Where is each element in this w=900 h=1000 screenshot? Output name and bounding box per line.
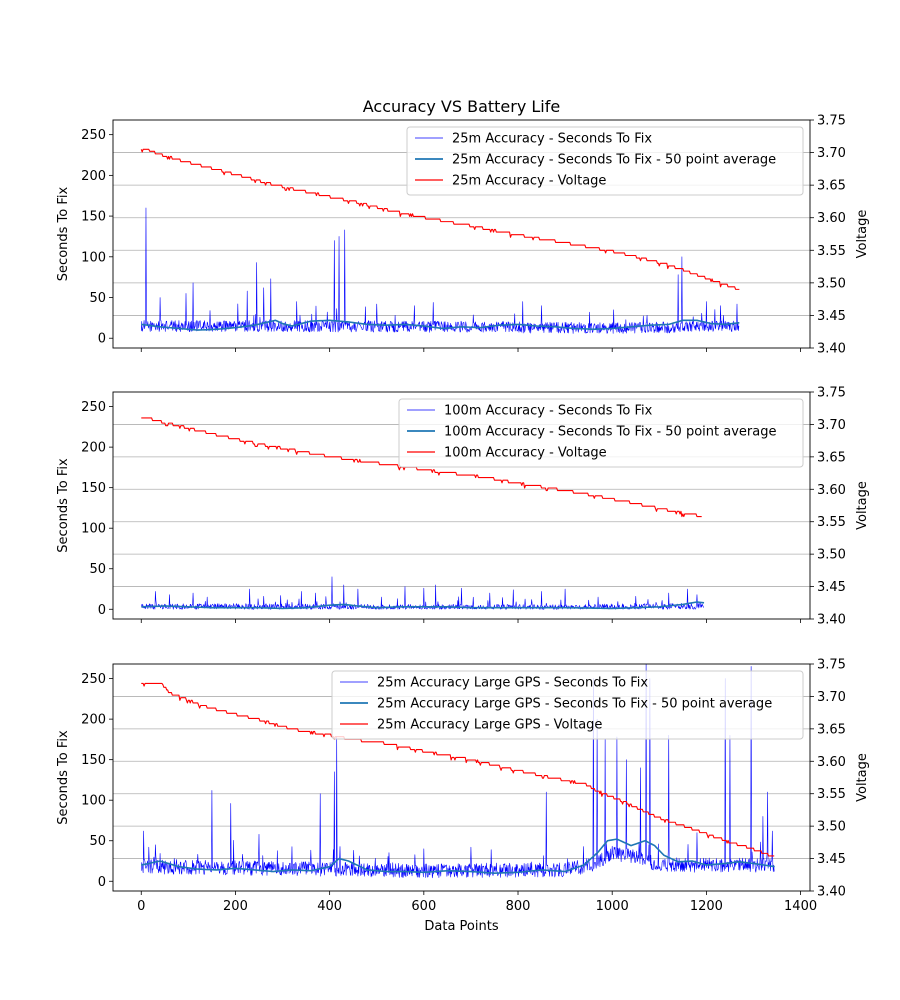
left-axis-label: Seconds To Fix (56, 730, 71, 825)
left-tick-label: 0 (98, 875, 106, 890)
right-tick-label: 3.65 (817, 450, 846, 465)
right-tick-label: 3.65 (817, 722, 846, 737)
left-tick-label: 50 (89, 834, 106, 849)
x-tick-label: 200 (223, 899, 248, 914)
legend-label: 25m Accuracy - Seconds To Fix - 50 point… (452, 153, 776, 168)
left-tick-label: 50 (89, 562, 106, 577)
left-tick-label: 0 (98, 603, 106, 618)
right-tick-label: 3.45 (817, 852, 846, 867)
left-tick-label: 150 (81, 210, 106, 225)
left-tick-label: 200 (81, 713, 106, 728)
right-tick-label: 3.65 (817, 179, 846, 194)
series-group (140, 148, 740, 334)
right-tick-label: 3.55 (817, 787, 846, 802)
legend: 100m Accuracy - Seconds To Fix 100m Accur… (398, 398, 804, 468)
panel-frame (112, 663, 811, 892)
series-average-line (141, 319, 740, 331)
legend-label: 100m Accuracy - Voltage (444, 446, 607, 461)
x-tick-label: 800 (506, 899, 531, 914)
legend-label: 25m Accuracy - Seconds To Fix (452, 132, 652, 147)
left-tick-label: 100 (81, 794, 106, 809)
left-tick-label: 150 (81, 753, 106, 768)
right-tick-label: 3.50 (817, 820, 846, 835)
legend: 25m Accuracy Large GPS - Seconds To Fix 2… (331, 670, 804, 740)
right-tick-label: 3.60 (817, 755, 846, 770)
right-tick-label: 3.60 (817, 483, 846, 498)
legend-label: 25m Accuracy Large GPS - Seconds To Fix … (377, 697, 772, 712)
right-tick-label: 3.60 (817, 211, 846, 226)
right-tick-label: 3.70 (817, 418, 846, 433)
panel-3: 0 200 400 600 800 1000 1200 1400 0 50 100 150 200 250… (56, 658, 870, 915)
panel-frame (112, 119, 811, 349)
series-group (140, 417, 705, 610)
legend-box (331, 670, 804, 740)
right-tick-label: 3.75 (817, 114, 846, 129)
right-axis-label: Voltage (855, 753, 870, 802)
right-axis-label: Voltage (855, 481, 870, 530)
right-tick-label: 3.45 (817, 580, 846, 595)
legend-box (406, 126, 804, 196)
left-tick-label: 50 (89, 291, 106, 306)
chart-title: Accuracy VS Battery Life (363, 97, 560, 116)
panel-frame (112, 391, 811, 620)
x-tick-label: 400 (317, 899, 342, 914)
panel-2: 0 50 100 150 200 250 3.40 3.45 3.50 3.55 3.60 3.65 3… (56, 386, 870, 628)
left-tick-label: 250 (81, 672, 106, 687)
series-voltage-line (140, 148, 740, 290)
right-tick-label: 3.45 (817, 309, 846, 324)
legend-box (398, 398, 804, 468)
left-axis-label: Seconds To Fix (56, 458, 71, 553)
right-tick-label: 3.55 (817, 244, 846, 259)
legend: 25m Accuracy - Seconds To Fix 25m Accurac… (406, 126, 804, 196)
series-voltage-line (141, 682, 775, 857)
right-tick-label: 3.70 (817, 146, 846, 161)
legend-label: 25m Accuracy Large GPS - Voltage (377, 718, 602, 733)
series-voltage-line (141, 417, 702, 518)
left-axis-label: Seconds To Fix (56, 186, 71, 281)
series-average-line (141, 838, 775, 874)
right-tick-label: 3.75 (817, 658, 846, 673)
right-tick-label: 3.40 (817, 613, 846, 628)
left-tick-label: 100 (81, 250, 106, 265)
right-tick-label: 3.70 (817, 690, 846, 705)
right-tick-label: 3.75 (817, 386, 846, 401)
left-tick-label: 100 (81, 522, 106, 537)
left-tick-label: 250 (81, 128, 106, 143)
panel-1: 0 50 100 150 200 250 3.40 3.45 3.50 3.55 3.60 3.65 3… (56, 114, 870, 357)
x-tick-label: 1200 (690, 899, 723, 914)
x-tick-label: 1400 (784, 899, 817, 914)
legend-label: 100m Accuracy - Seconds To Fix - 50 poin… (444, 425, 776, 440)
legend-label: 25m Accuracy - Voltage (452, 174, 606, 189)
right-axis-label: Voltage (855, 210, 870, 259)
x-tick-label: 0 (137, 899, 145, 914)
legend-label: 25m Accuracy Large GPS - Seconds To Fix (377, 676, 648, 691)
left-tick-label: 150 (81, 481, 106, 496)
left-tick-label: 200 (81, 441, 106, 456)
left-tick-label: 0 (98, 332, 106, 347)
x-tick-label: 600 (411, 899, 436, 914)
x-axis-label: Data Points (424, 919, 498, 934)
right-tick-label: 3.50 (817, 276, 846, 291)
right-tick-label: 3.50 (817, 548, 846, 563)
right-tick-label: 3.40 (817, 342, 846, 357)
series-average-line (141, 601, 705, 610)
legend-label: 100m Accuracy - Seconds To Fix (444, 404, 653, 419)
left-tick-label: 250 (81, 400, 106, 415)
left-tick-label: 200 (81, 169, 106, 184)
right-tick-label: 3.40 (817, 885, 846, 900)
x-tick-label: 1000 (596, 899, 629, 914)
right-tick-label: 3.55 (817, 515, 846, 530)
